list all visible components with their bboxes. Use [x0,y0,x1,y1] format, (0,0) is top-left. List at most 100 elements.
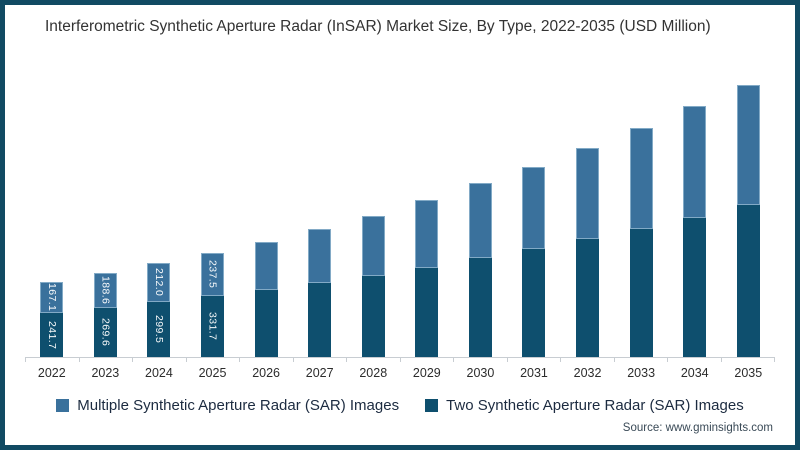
legend-swatch-multiple-sar-icon [56,399,70,412]
bar-segment-two-sar [468,258,492,357]
bar-value-label: 167.1 [45,283,58,312]
bar-column [454,67,508,357]
axis-tick [80,358,133,362]
x-axis-label: 2025 [198,366,227,380]
bar-segment-multiple-sar [576,148,600,240]
bar-value-label: 299.5 [152,315,165,344]
bar-column: 212.0 299.5 [132,67,186,357]
bar-segment-two-sar: 331.7 [201,296,225,357]
stacked-bar: 237.5 331.7 [201,252,225,357]
bar-segment-multiple-sar [629,128,653,230]
bar-column [400,67,454,357]
x-axis-label: 2027 [305,366,334,380]
x-axis-label: 2030 [466,366,495,380]
legend-label-multiple-sar: Multiple Synthetic Aperture Radar (SAR) … [77,397,400,414]
bar-segment-multiple-sar: 212.0 [147,263,171,302]
x-axis [25,357,775,362]
axis-tick [347,358,401,362]
x-axis-label: 2023 [91,366,120,380]
stacked-bar [522,167,546,357]
bar-segment-multiple-sar [468,182,492,259]
bar-segment-multiple-sar: 237.5 [201,252,225,297]
bar-segment-two-sar: 299.5 [147,302,171,357]
stacked-bar [254,241,278,357]
bar-value-label: 212.0 [152,268,165,297]
stacked-bar [576,148,600,357]
bar-column [561,67,615,357]
x-axis-label: 2028 [359,366,388,380]
axis-tick [668,358,722,362]
stacked-bar [415,200,439,357]
legend-label-two-sar: Two Synthetic Aperture Radar (SAR) Image… [446,397,744,414]
bar-column [507,67,561,357]
legend-swatch-two-sar-icon [425,399,439,412]
stacked-bar: 167.1 241.7 [40,281,64,357]
bar-segment-multiple-sar: 167.1 [40,281,64,313]
bar-segment-two-sar [736,204,760,357]
axis-tick [133,358,187,362]
axis-tick [26,358,80,362]
bar-segment-multiple-sar [361,216,385,276]
bar-column [293,67,347,357]
axis-tick [454,358,508,362]
axis-tick [294,358,347,362]
bar-segment-multiple-sar [736,84,760,205]
bar-column [614,67,668,357]
bar-segment-multiple-sar: 188.6 [93,272,117,308]
x-axis-label: 2026 [252,366,280,380]
bar-segment-two-sar [254,290,278,357]
bar-column: 188.6 269.6 [79,67,133,357]
bar-value-label: 188.6 [99,276,112,305]
x-axis-label: 2034 [680,366,709,380]
stacked-bar [736,84,760,357]
x-axis-label: 2033 [627,366,656,380]
stacked-bar [683,106,707,357]
bar-segment-two-sar [683,218,707,357]
axis-tick [615,358,668,362]
bar-segment-two-sar [629,229,653,357]
stacked-bar [468,182,492,357]
bar-column [346,67,400,357]
axis-tick [722,358,775,362]
axis-tick [561,358,615,362]
bar-segment-two-sar: 241.7 [40,312,64,357]
bar-value-label: 269.6 [99,318,112,347]
legend-item-multiple-sar: Multiple Synthetic Aperture Radar (SAR) … [56,397,399,414]
bar-segment-multiple-sar [683,106,707,219]
bar-segment-two-sar: 269.6 [93,307,117,357]
bar-column: 167.1 241.7 [25,67,79,357]
stacked-bar [629,128,653,357]
bar-value-label: 241.7 [45,320,58,349]
bar-segment-multiple-sar [308,229,332,283]
stacked-bar [308,229,332,357]
plot-area: 167.1 241.7 188.6 269.6 212.0 299.5 237.5 331.7 [25,67,775,357]
stacked-bar: 212.0 299.5 [147,263,171,357]
bar-value-label: 331.7 [206,312,219,341]
bar-segment-two-sar [361,275,385,357]
bar-segment-multiple-sar [254,241,278,291]
bar-segment-two-sar [522,249,546,357]
x-axis-label: 2035 [734,366,763,380]
bar-segment-two-sar [308,282,332,357]
axis-tick [187,358,240,362]
bar-column [239,67,293,357]
axis-tick [401,358,454,362]
bar-column: 237.5 331.7 [186,67,240,357]
x-axis-label: 2024 [145,366,173,380]
stacked-bar [361,216,385,357]
bar-segment-two-sar [576,239,600,357]
bar-segment-multiple-sar [415,200,439,268]
bar-segment-two-sar [415,267,439,357]
chart-title: Interferometric Synthetic Aperture Radar… [45,18,711,35]
x-axis-label: 2031 [520,366,548,380]
x-axis-label: 2029 [412,366,441,380]
bar-segment-multiple-sar [522,167,546,250]
x-axis-label: 2032 [573,366,602,380]
x-axis-label: 2022 [37,366,66,380]
bar-column [722,67,776,357]
axis-tick [240,358,294,362]
legend: Multiple Synthetic Aperture Radar (SAR) … [5,397,795,414]
stacked-bar: 188.6 269.6 [93,272,117,357]
legend-item-two-sar: Two Synthetic Aperture Radar (SAR) Image… [425,397,744,414]
